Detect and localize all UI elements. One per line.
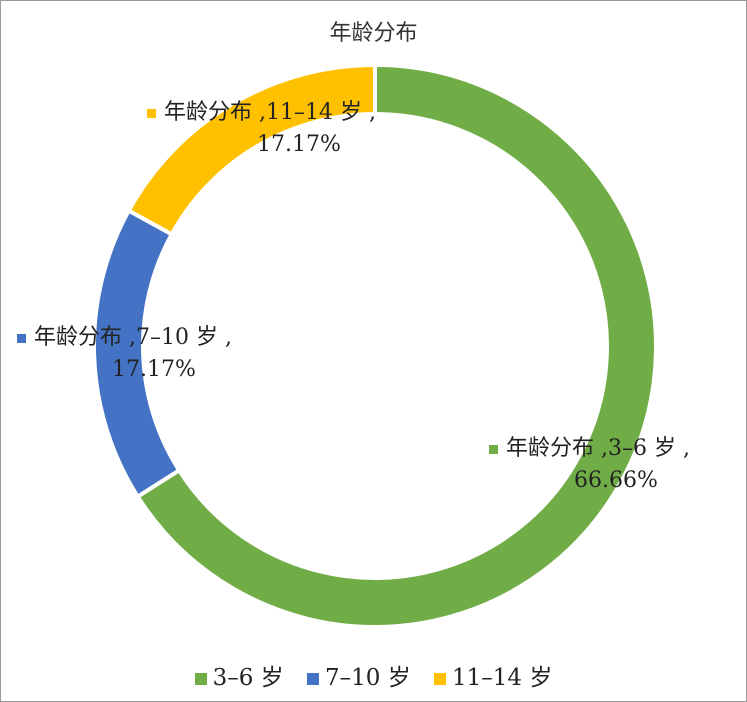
- legend-label: 3–6 岁: [212, 665, 284, 691]
- legend-item-7-10: 7–10 岁: [307, 658, 411, 692]
- data-label-11-14: 年龄分布 ,11–14 岁 , 17.17%: [147, 97, 376, 161]
- data-label-value: 66.66%: [574, 468, 658, 493]
- slice-3-6: [134, 62, 658, 629]
- legend-label: 7–10 岁: [325, 665, 411, 691]
- legend-swatch: [434, 673, 447, 685]
- chart-title: 年龄分布: [329, 21, 418, 46]
- data-label-marker: [147, 108, 156, 118]
- data-label-marker: [489, 444, 498, 454]
- data-label-7-10: 年龄分布 ,7–10 岁 , 17.17%: [17, 322, 232, 386]
- legend-swatch: [307, 673, 319, 685]
- legend-swatch: [194, 673, 207, 685]
- legend-item-3-6: 3–6 岁: [194, 658, 284, 692]
- data-label-value: 17.17%: [257, 132, 341, 157]
- data-label-text: 年龄分布 ,11–14 岁 ,: [164, 100, 376, 125]
- legend-label: 11–14 岁: [452, 665, 553, 691]
- slice-11-14: [126, 62, 377, 237]
- legend: 3–6 岁 7–10 岁 11–14 岁: [1, 658, 746, 692]
- legend-item-11-14: 11–14 岁: [434, 658, 552, 692]
- data-label-text: 年龄分布 ,7–10 岁 ,: [34, 325, 232, 350]
- data-label-value: 17.17%: [112, 357, 196, 382]
- data-label-text: 年龄分布 ,3–6 岁 ,: [506, 436, 690, 461]
- data-label-marker: [17, 333, 26, 343]
- data-label-3-6: 年龄分布 ,3–6 岁 , 66.66%: [489, 433, 690, 497]
